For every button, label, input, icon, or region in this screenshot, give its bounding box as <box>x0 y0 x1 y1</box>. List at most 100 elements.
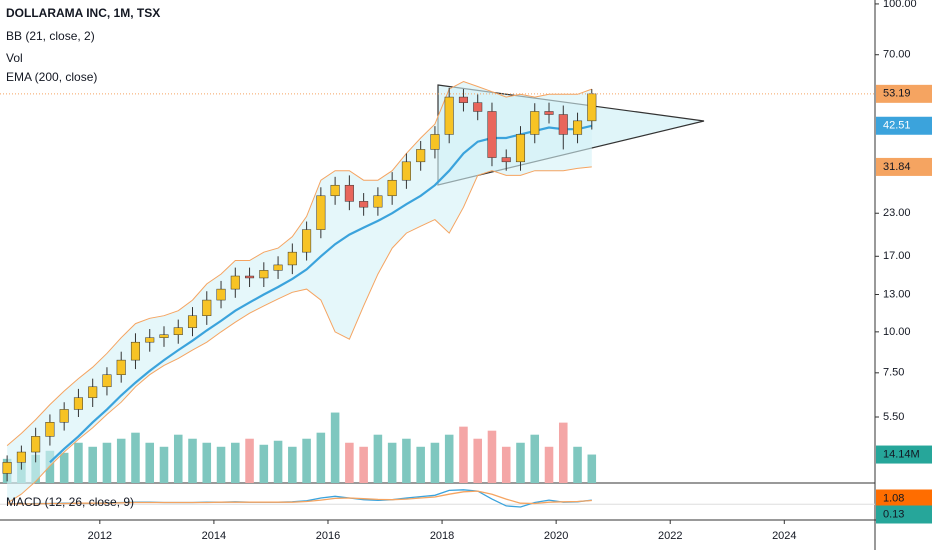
candle-body <box>130 341 140 361</box>
indicator-label: Vol <box>6 51 23 65</box>
candle-body <box>573 120 583 135</box>
y-tick-label: 23.00 <box>883 207 911 219</box>
candle-body <box>587 93 597 122</box>
volume-bar <box>259 444 269 483</box>
candle-body <box>530 111 540 135</box>
y-tick-label: 17.00 <box>883 250 911 262</box>
volume-bar <box>216 446 226 483</box>
candle-body <box>245 275 255 279</box>
candle-body <box>359 201 369 208</box>
x-tick-label: 2022 <box>658 530 682 542</box>
volume-bar <box>330 412 340 483</box>
volume-bar <box>544 446 554 483</box>
volume-label: 14.14M <box>883 448 920 460</box>
candle-body <box>45 422 55 437</box>
ema-label: 42.51 <box>883 120 911 132</box>
volume-bar <box>273 440 283 483</box>
volume-bar <box>59 452 69 483</box>
x-tick-label: 2014 <box>202 530 226 542</box>
candle-body <box>31 436 41 453</box>
volume-bar <box>302 438 311 483</box>
candle-body <box>287 251 297 266</box>
candle-body <box>273 264 283 271</box>
y-tick-label: 13.00 <box>883 288 911 300</box>
volume-bar <box>373 434 383 483</box>
volume-bar <box>345 442 354 483</box>
volume-bar <box>316 432 326 483</box>
volume-bar <box>473 438 482 483</box>
candle-body <box>444 96 454 135</box>
volume-bar <box>387 442 397 483</box>
x-tick-label: 2016 <box>316 530 340 542</box>
volume-bar <box>45 450 55 483</box>
candle-body <box>102 374 112 388</box>
volume-bar <box>444 434 454 483</box>
candle-body <box>430 134 440 150</box>
candle-body <box>458 96 468 103</box>
volume-bar <box>416 446 425 483</box>
candle-body <box>373 195 383 208</box>
bb-band <box>7 81 592 504</box>
x-tick-label: 2018 <box>430 530 454 542</box>
histogram-label: 0.13 <box>883 508 904 520</box>
bb-upper <box>6 80 592 446</box>
ema-label-box <box>876 116 932 135</box>
volume-bar <box>288 446 297 483</box>
volume-bar <box>501 446 511 483</box>
indicator-label: EMA (200, close) <box>6 70 97 84</box>
histogram-label-box <box>876 505 932 524</box>
volume-bar <box>402 438 411 483</box>
candle-body <box>416 149 426 163</box>
volume-bar <box>74 442 83 483</box>
candle-body <box>159 334 169 338</box>
candle-body <box>145 337 155 343</box>
last-price-label: 53.19 <box>883 88 911 100</box>
candle-body <box>88 386 98 398</box>
candle-body <box>387 179 397 197</box>
volume-bar <box>88 446 97 483</box>
bb-lower-label: 31.84 <box>883 161 911 173</box>
volume-bar <box>558 422 568 483</box>
candle-body <box>501 157 511 163</box>
candle-body <box>544 111 554 115</box>
candle-body <box>2 462 12 474</box>
x-tick-label: 2012 <box>88 530 112 542</box>
volume-bar <box>573 446 582 483</box>
candle-body <box>73 397 83 410</box>
signal-label-box <box>876 489 932 508</box>
volume-bar <box>202 442 212 483</box>
x-tick-label: 2024 <box>772 530 796 542</box>
candle-body <box>330 184 340 197</box>
candle-body <box>344 184 354 202</box>
indicator-label: BB (21, close, 2) <box>6 29 95 43</box>
candle-body <box>515 134 526 163</box>
candle-body <box>202 299 212 316</box>
volume-bar <box>188 438 197 483</box>
y-tick-label: 10.00 <box>883 326 911 338</box>
candle-body <box>16 451 26 463</box>
y-tick-label: 70.00 <box>883 49 911 61</box>
candle-body <box>259 270 269 279</box>
candle-body <box>230 275 240 290</box>
signal-label: 1.08 <box>883 492 904 504</box>
candle-body <box>216 288 226 301</box>
y-tick-label: 5.50 <box>883 411 904 423</box>
volume-bar <box>159 446 169 483</box>
candle-body <box>59 409 69 423</box>
candle-body <box>316 195 326 230</box>
volume-bar <box>145 442 155 483</box>
volume-bar <box>173 434 183 483</box>
volume-bar <box>116 438 126 483</box>
volume-bar <box>359 446 368 483</box>
candle-body <box>487 111 497 158</box>
volume-bar <box>530 434 540 483</box>
candle-body <box>558 114 568 135</box>
x-tick-label: 2020 <box>544 530 568 542</box>
last-price-label-box <box>876 84 932 103</box>
volume-bar <box>131 432 140 483</box>
volume-bar <box>231 442 240 483</box>
volume-bar <box>487 430 497 483</box>
candle-body <box>302 229 312 253</box>
macd-label: MACD (12, 26, close, 9) <box>6 495 134 509</box>
